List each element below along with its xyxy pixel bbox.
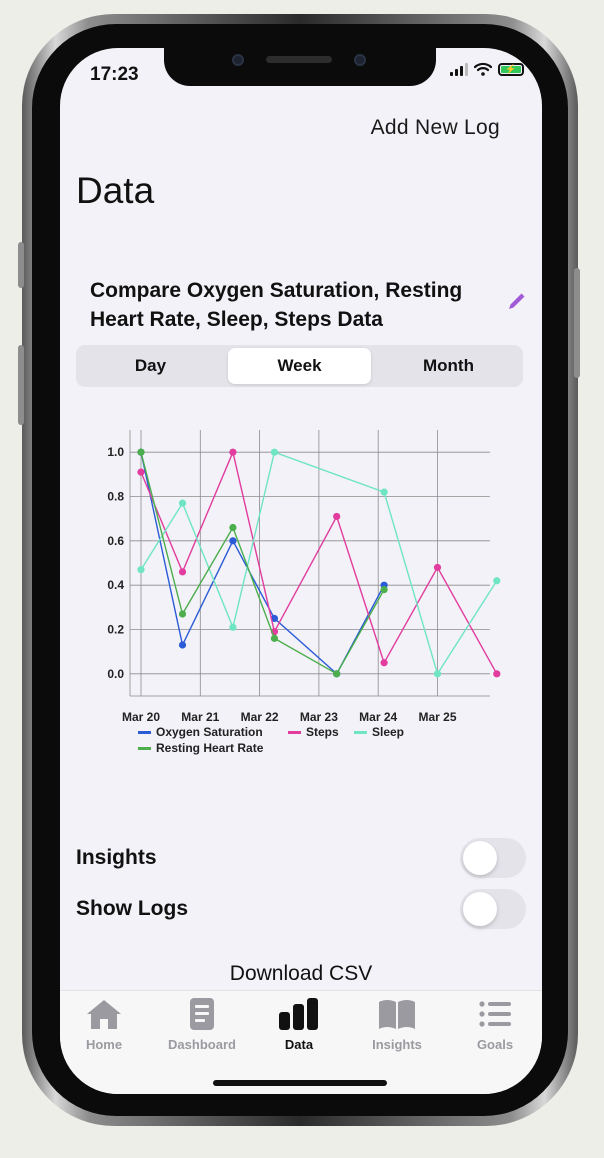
data-point (333, 512, 341, 521)
page-title: Data (76, 170, 155, 211)
cellular-signal-icon (450, 62, 468, 76)
x-tick-label: Mar 21 (181, 710, 219, 724)
sensor (354, 54, 366, 66)
tab-label: Data (284, 1037, 314, 1052)
toggle-knob (463, 892, 497, 926)
tab-dashboard[interactable]: Dashboard (154, 997, 250, 1052)
y-tick-label: 0.6 (107, 534, 124, 548)
status-time: 17:23 (90, 64, 139, 85)
x-tick-label: Mar 22 (241, 710, 279, 724)
tab-bar: Home Dashboard Data Insights (60, 990, 542, 1094)
tab-home[interactable]: Home (60, 997, 152, 1052)
y-tick-label: 0.0 (107, 667, 124, 681)
tab-data[interactable]: Data (251, 997, 347, 1052)
mute-switch (18, 242, 24, 288)
bar-chart-icon (279, 998, 318, 1030)
insights-label: Insights (76, 846, 157, 869)
data-point (380, 586, 388, 594)
data-point (178, 499, 187, 507)
book-icon (379, 1000, 415, 1029)
data-point (229, 623, 237, 631)
compare-title: Compare Oxygen Saturation, Resting Heart… (90, 279, 463, 331)
data-point (178, 568, 187, 576)
notch (164, 48, 436, 86)
list-icon (479, 1001, 511, 1027)
data-point (333, 670, 341, 678)
line-chart: 0.0 0.2 0.4 0.6 0.8 1.0 Mar 20 Mar 21 Mar 22 Mar … (107, 430, 501, 755)
time-range-segmented-control: Day Week Month (76, 345, 523, 387)
download-csv-button[interactable]: Download CSV (229, 962, 373, 985)
status-icons: ⚡ (450, 62, 524, 76)
legend-label: Sleep (372, 725, 404, 739)
x-tick-label: Mar 20 (122, 710, 160, 724)
series-line (140, 452, 385, 675)
tab-label: Home (85, 1037, 123, 1052)
data-point (270, 448, 279, 456)
x-tick-label: Mar 25 (418, 710, 456, 724)
data-point (137, 468, 145, 476)
segment-day[interactable]: Day (134, 356, 167, 375)
segment-week[interactable]: Week (277, 356, 322, 375)
legend-label: Oxygen Saturation (156, 725, 263, 739)
data-point (137, 448, 145, 456)
side-button (574, 268, 580, 378)
wifi-icon (474, 62, 492, 76)
show-logs-label: Show Logs (76, 897, 188, 920)
legend-swatch (288, 731, 301, 734)
pencil-icon[interactable] (506, 290, 528, 312)
x-tick-label: Mar 24 (359, 710, 397, 724)
volume-up-button (18, 345, 24, 425)
y-tick-label: 0.8 (107, 490, 124, 504)
data-point (178, 610, 187, 618)
legend-swatch (138, 731, 151, 734)
legend-label: Resting Heart Rate (156, 741, 264, 755)
x-tick-label: Mar 23 (300, 710, 338, 724)
data-point (137, 566, 145, 574)
segment-month[interactable]: Month (423, 356, 474, 375)
insights-toggle[interactable] (460, 838, 526, 878)
tab-label: Goals (476, 1037, 514, 1052)
tab-label: Dashboard (168, 1037, 236, 1052)
toggle-knob (463, 841, 497, 875)
house-icon (87, 1000, 121, 1029)
series-line (140, 452, 385, 675)
document-icon (190, 998, 214, 1030)
screen: 17:23 ⚡ Add New Log Data Compare Oxygen … (60, 48, 542, 1094)
data-point (178, 641, 187, 649)
segment-selection-indicator (228, 348, 371, 384)
legend-swatch (354, 731, 367, 734)
home-indicator (213, 1080, 387, 1086)
data-point (270, 634, 279, 642)
data-point (229, 523, 237, 532)
data-point (493, 670, 501, 678)
data-point (270, 614, 279, 623)
camera (232, 54, 244, 66)
speaker (266, 56, 332, 63)
data-point (493, 577, 501, 585)
tab-goals[interactable]: Goals (447, 997, 542, 1052)
data-point (229, 448, 237, 456)
data-point (380, 488, 388, 496)
data-point (433, 563, 442, 572)
show-logs-toggle[interactable] (460, 889, 526, 929)
data-point (380, 659, 388, 667)
data-point (433, 670, 442, 678)
y-tick-label: 1.0 (107, 445, 124, 459)
legend-label: Steps (306, 725, 339, 739)
y-tick-label: 0.4 (107, 578, 124, 592)
battery-icon: ⚡ (498, 62, 524, 76)
data-point (229, 537, 237, 545)
tab-label: Insights (372, 1037, 422, 1052)
tab-insights[interactable]: Insights (349, 997, 445, 1052)
legend-swatch (138, 747, 151, 750)
add-new-log-button[interactable]: Add New Log (370, 116, 500, 139)
y-tick-label: 0.2 (107, 623, 124, 637)
series-line (140, 449, 498, 675)
